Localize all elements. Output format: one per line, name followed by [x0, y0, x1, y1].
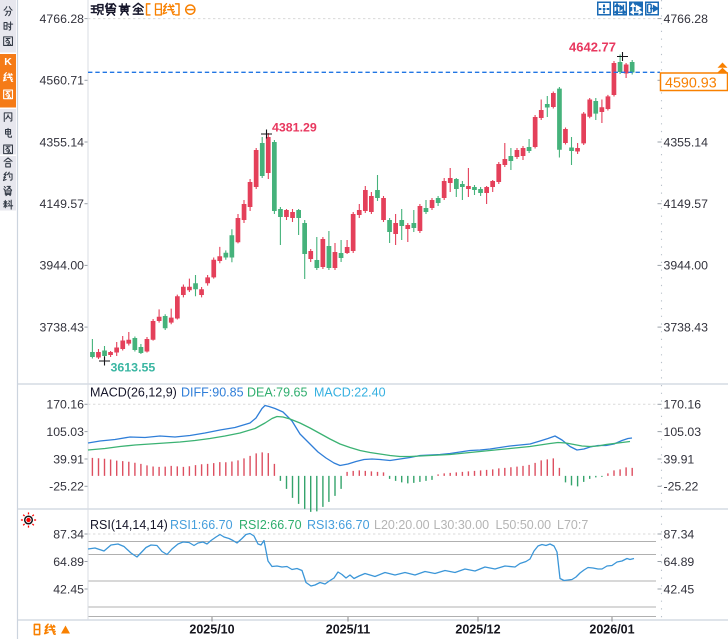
svg-text:DEA:79.65: DEA:79.65 — [247, 386, 308, 400]
svg-text:4766.28: 4766.28 — [664, 12, 709, 26]
svg-text:RSI1:66.70: RSI1:66.70 — [170, 518, 233, 532]
svg-text:3944.00: 3944.00 — [664, 259, 709, 273]
svg-text:2025/11: 2025/11 — [326, 623, 371, 637]
svg-text:87.34: 87.34 — [53, 527, 84, 541]
svg-text:RSI3:66.70: RSI3:66.70 — [307, 518, 370, 532]
svg-text:3944.00: 3944.00 — [40, 259, 85, 273]
svg-text:4590.93: 4590.93 — [665, 76, 717, 92]
svg-text:L20:20.00: L20:20.00 — [374, 518, 430, 532]
svg-text:-25.22: -25.22 — [664, 480, 699, 494]
svg-text:42.45: 42.45 — [664, 582, 695, 596]
svg-text:3613.55: 3613.55 — [111, 361, 156, 375]
svg-text:L50:50.00: L50:50.00 — [496, 518, 552, 532]
svg-text:-25.22: -25.22 — [49, 480, 84, 494]
svg-text:3738.43: 3738.43 — [40, 320, 85, 334]
svg-text:87.34: 87.34 — [664, 527, 695, 541]
svg-text:64.89: 64.89 — [53, 555, 84, 569]
svg-text:4642.77: 4642.77 — [569, 40, 616, 55]
svg-text:170.16: 170.16 — [664, 398, 702, 412]
svg-text:2025/12: 2025/12 — [455, 623, 500, 637]
svg-text:39.91: 39.91 — [53, 452, 84, 466]
svg-text:64.89: 64.89 — [664, 555, 695, 569]
svg-text:4149.57: 4149.57 — [40, 197, 85, 211]
svg-text:105.03: 105.03 — [46, 425, 84, 439]
svg-text:4149.57: 4149.57 — [664, 197, 709, 211]
svg-text:RSI2:66.70: RSI2:66.70 — [239, 518, 302, 532]
svg-text:4381.29: 4381.29 — [272, 121, 317, 135]
svg-text:105.03: 105.03 — [664, 425, 702, 439]
svg-text:4766.28: 4766.28 — [40, 12, 85, 26]
svg-text:39.91: 39.91 — [664, 452, 695, 466]
svg-text:2025/10: 2025/10 — [189, 623, 234, 637]
svg-text:2026/01: 2026/01 — [589, 623, 634, 637]
svg-text:K: K — [4, 56, 12, 68]
svg-text:4355.14: 4355.14 — [40, 135, 85, 149]
svg-text:4560.71: 4560.71 — [40, 74, 85, 88]
svg-text:RSI(14,14,14): RSI(14,14,14) — [90, 518, 168, 532]
svg-text:MACD:22.40: MACD:22.40 — [314, 386, 386, 400]
svg-text:MACD(26,12,9): MACD(26,12,9) — [90, 386, 177, 400]
svg-text:170.16: 170.16 — [46, 398, 84, 412]
svg-text:4355.14: 4355.14 — [664, 135, 709, 149]
svg-text:42.45: 42.45 — [53, 582, 84, 596]
svg-text:L30:30.00: L30:30.00 — [434, 518, 490, 532]
svg-text:L70:7: L70:7 — [557, 518, 588, 532]
svg-text:DIFF:90.85: DIFF:90.85 — [181, 386, 244, 400]
svg-text:3738.43: 3738.43 — [664, 320, 709, 334]
